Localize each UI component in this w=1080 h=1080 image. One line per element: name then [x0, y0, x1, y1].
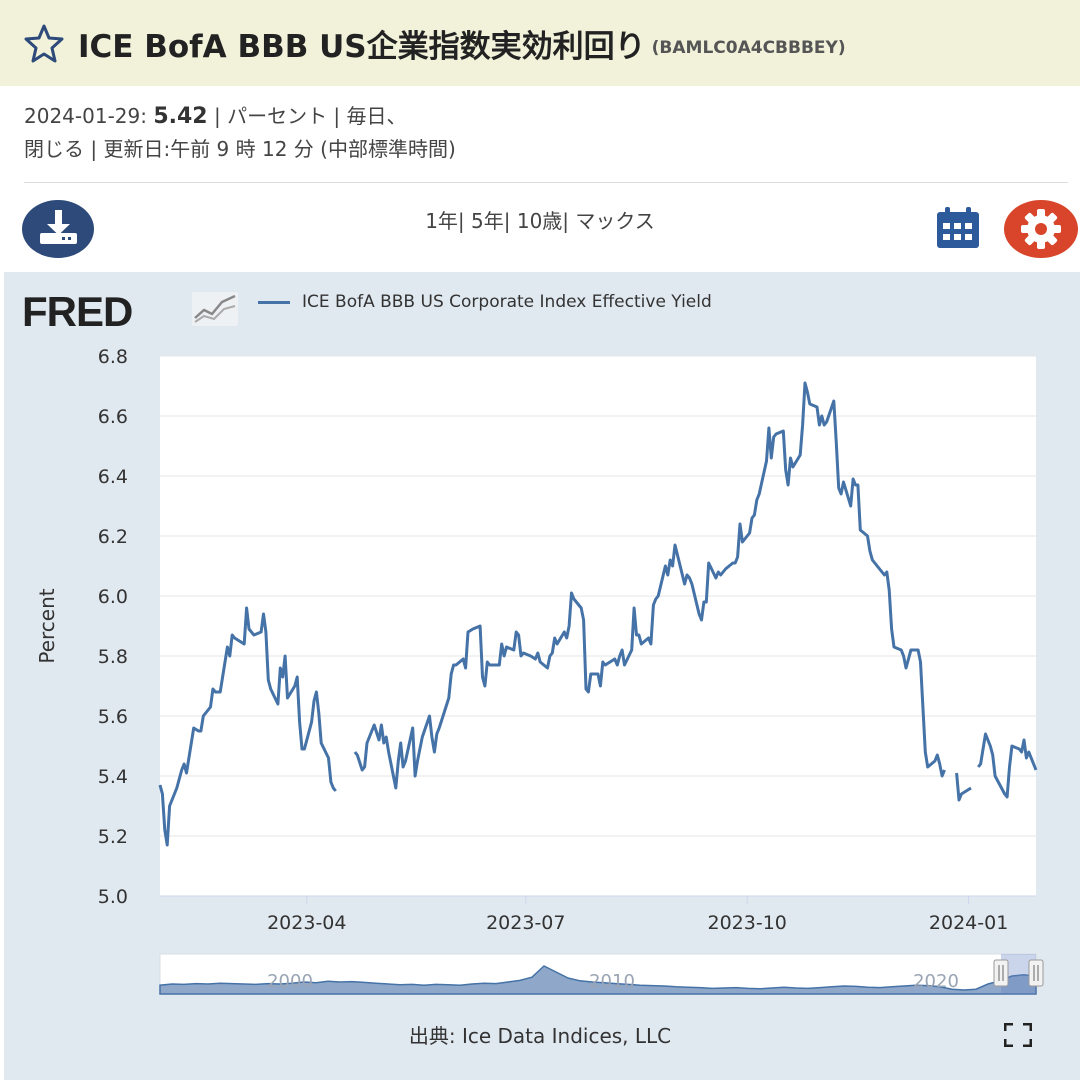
observation-date: 2024-01-29:: [24, 104, 147, 128]
x-tick-label: 2024-01: [929, 912, 1008, 934]
download-button[interactable]: [22, 200, 94, 258]
chart-legend: ICE BofA BBB US Corporate Index Effectiv…: [258, 292, 712, 312]
range-max[interactable]: マックス: [575, 209, 655, 233]
x-tick-label: 2023-10: [708, 912, 787, 934]
series-line: [955, 772, 972, 802]
series-meta: 2024-01-29: 5.42 | パーセント | 毎日、 閉じる | 更新日…: [24, 100, 1044, 165]
y-axis-title: Percent: [35, 588, 59, 663]
legend-label: ICE BofA BBB US Corporate Index Effectiv…: [302, 292, 712, 312]
series-line: [977, 732, 1038, 799]
units-frequency: | パーセント | 毎日、: [213, 104, 407, 128]
fred-logo: FRED: [22, 288, 133, 335]
settings-button[interactable]: [1004, 200, 1078, 258]
navigator-handle[interactable]: [1028, 959, 1044, 987]
fullscreen-icon[interactable]: [1004, 1023, 1032, 1047]
y-tick-label: 5.8: [98, 646, 128, 668]
range-5y[interactable]: 5年|: [471, 209, 511, 233]
series-line: [158, 606, 337, 847]
navigator-handle[interactable]: [993, 959, 1009, 987]
y-tick-label: 5.4: [98, 766, 128, 788]
range-1y[interactable]: 1年|: [425, 209, 465, 233]
source-citation: 出典: Ice Data Indices, LLC: [408, 1024, 672, 1048]
y-tick-label: 6.0: [98, 586, 128, 608]
divider: [24, 182, 1068, 183]
navigator-label: 2010: [589, 971, 635, 992]
x-tick-label: 2023-07: [486, 912, 565, 934]
star-icon[interactable]: [24, 23, 64, 63]
y-tick-label: 6.8: [98, 346, 128, 368]
y-tick-label: 6.4: [98, 466, 128, 488]
gear-icon: [1021, 209, 1061, 249]
observation-value: 5.42: [153, 104, 208, 129]
y-tick-label: 6.6: [98, 406, 128, 428]
navigator-label: 2000: [267, 971, 313, 992]
x-tick-label: 2023-04: [267, 912, 346, 934]
fred-logo-graph-icon: [192, 292, 238, 326]
y-tick-label: 5.0: [98, 886, 128, 908]
y-tick-label: 5.6: [98, 706, 128, 728]
download-icon: [40, 210, 77, 244]
calendar-icon[interactable]: [934, 206, 982, 250]
y-tick-label: 5.2: [98, 826, 128, 848]
series-id: (BAMLC0A4CBBBEY): [651, 38, 846, 58]
range-selector: 1年| 5年| 10歳| マックス: [0, 205, 1080, 234]
update-info: 閉じる | 更新日:午前 9 時 12 分 (中部標準時間): [24, 137, 456, 161]
page-title: ICE BofA BBB US企業指数実効利回り: [78, 28, 646, 65]
range-10y[interactable]: 10歳|: [516, 209, 570, 233]
navigator-label: 2020: [913, 971, 959, 992]
plot-area: [160, 356, 1036, 896]
legend-swatch: [258, 300, 290, 304]
series-line: [353, 381, 946, 790]
y-tick-label: 6.2: [98, 526, 128, 548]
navigator-series: [159, 965, 1037, 995]
page-header: ICE BofA BBB US企業指数実効利回り (BAMLC0A4CBBBEY…: [0, 0, 1080, 86]
